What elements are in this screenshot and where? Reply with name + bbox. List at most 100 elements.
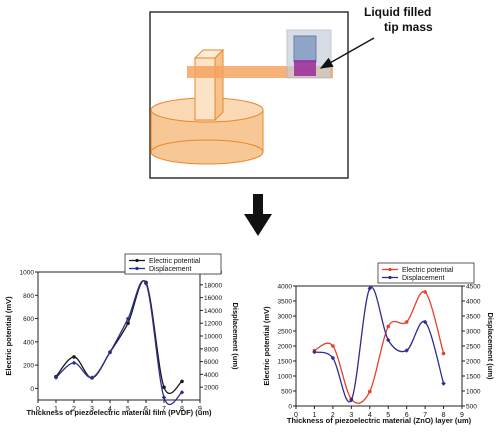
x-tick-label: 7 bbox=[423, 412, 427, 419]
y-tick-label: 400 bbox=[23, 339, 34, 346]
y-tick-label: 4000 bbox=[278, 284, 293, 291]
data-point bbox=[367, 389, 372, 394]
legend-label: Electric potential bbox=[149, 258, 201, 265]
y2-tick-label: 12000 bbox=[204, 321, 222, 328]
y-tick-label: 0 bbox=[30, 386, 34, 393]
legend-marker bbox=[388, 275, 392, 280]
y2-axis-title: Displacement (um) bbox=[231, 302, 240, 370]
y2-tick-label: 1500 bbox=[466, 374, 481, 381]
y2-tick-label: 14000 bbox=[204, 308, 222, 315]
y2-tick-label: 1000 bbox=[466, 389, 481, 396]
data-point bbox=[367, 286, 372, 291]
series-line-0 bbox=[55, 280, 183, 395]
x-tick-label: 9 bbox=[198, 406, 202, 413]
legend-label: Displacement bbox=[402, 275, 444, 282]
y2-tick-label: 2500 bbox=[466, 344, 481, 351]
y2-tick-label: 3500 bbox=[466, 314, 481, 321]
data-point bbox=[162, 385, 166, 390]
legend-label: Electric potential bbox=[402, 267, 454, 274]
y-tick-label: 2500 bbox=[278, 329, 293, 336]
x-tick-label: 4 bbox=[368, 412, 372, 419]
y-tick-label: 200 bbox=[23, 363, 34, 370]
legend-marker bbox=[135, 258, 139, 263]
x-tick-label: 8 bbox=[442, 412, 446, 419]
y-axis-title: Electric potential (mV) bbox=[4, 296, 13, 376]
y-tick-label: 2000 bbox=[278, 344, 293, 351]
data-point bbox=[330, 355, 336, 361]
y2-tick-label: 2000 bbox=[204, 385, 219, 392]
data-point bbox=[89, 375, 95, 380]
y2-tick-label: 3000 bbox=[466, 329, 481, 336]
x-tick-label: 6 bbox=[144, 406, 148, 413]
x-tick-label: 2 bbox=[331, 412, 335, 419]
x-tick-label: 1 bbox=[312, 412, 316, 419]
callout-line-1: Liquid filled bbox=[364, 5, 431, 19]
data-point bbox=[441, 351, 446, 356]
y2-tick-label: 10000 bbox=[204, 334, 222, 341]
data-point bbox=[179, 390, 185, 395]
y2-tick-label: 18000 bbox=[204, 282, 222, 289]
x-tick-label: 0 bbox=[294, 412, 298, 419]
x-tick-label: 1 bbox=[54, 406, 58, 413]
data-point bbox=[161, 395, 167, 400]
data-point bbox=[349, 397, 354, 403]
x-tick-label: 8 bbox=[180, 406, 184, 413]
x-axis-title: Thickness of piezoelectric material (ZnO… bbox=[287, 416, 472, 425]
y-tick-label: 0 bbox=[288, 404, 292, 411]
legend-box bbox=[124, 253, 222, 275]
y-tick-label: 1000 bbox=[20, 270, 35, 277]
data-point bbox=[386, 324, 391, 329]
callout-arrow bbox=[319, 37, 375, 69]
y2-tick-label: 500 bbox=[466, 404, 477, 411]
y2-tick-label: 4500 bbox=[466, 284, 481, 291]
data-point bbox=[72, 355, 76, 359]
y-tick-label: 3500 bbox=[278, 299, 293, 306]
x-axis-title: Thickness of piezoelectric material film… bbox=[26, 408, 212, 417]
y-tick-label: 1000 bbox=[278, 374, 293, 381]
x-tick-label: 3 bbox=[90, 406, 94, 413]
data-point bbox=[404, 348, 409, 353]
x-tick-label: 7 bbox=[162, 406, 166, 413]
y-tick-label: 1500 bbox=[278, 359, 293, 366]
data-point bbox=[107, 349, 113, 355]
x-tick-label: 4 bbox=[108, 406, 112, 413]
x-tick-label: 9 bbox=[460, 412, 464, 419]
data-point bbox=[312, 349, 317, 355]
x-tick-label: 2 bbox=[72, 406, 76, 413]
chart-pvdf: 0 1 2 3 4 5 6 7 8 9 0 200 400 600 800 1000 2000 4000 6000 8… bbox=[4, 253, 240, 417]
data-point bbox=[331, 344, 335, 348]
y2-tick-label: 16000 bbox=[204, 295, 222, 302]
series-line-1 bbox=[55, 280, 183, 406]
data-point bbox=[126, 321, 130, 326]
y2-axis-title: Displacement (um) bbox=[486, 312, 495, 380]
legend-marker bbox=[135, 266, 139, 271]
data-point bbox=[71, 360, 77, 366]
data-point bbox=[180, 379, 184, 384]
liquid-tip-mass-callout: Liquid filled tip mass bbox=[319, 5, 433, 69]
y-tick-label: 600 bbox=[23, 316, 34, 323]
x-tick-label: 3 bbox=[349, 412, 353, 419]
data-point bbox=[53, 375, 59, 380]
x-tick-label: 5 bbox=[126, 406, 130, 413]
x-tick-label: 6 bbox=[405, 412, 409, 419]
data-point bbox=[423, 290, 427, 294]
legend-marker bbox=[388, 267, 392, 272]
down-arrow bbox=[244, 194, 272, 236]
schematic-diagram: Liquid filled tip mass bbox=[149, 5, 433, 179]
y2-tick-label: 4000 bbox=[204, 372, 219, 379]
y2-tick-label: 6000 bbox=[204, 359, 219, 366]
y-tick-label: 500 bbox=[281, 389, 292, 396]
y2-tick-label: 8000 bbox=[204, 346, 219, 353]
tip-mass bbox=[286, 29, 332, 79]
support-post bbox=[193, 48, 225, 122]
y2-tick-label: 4000 bbox=[466, 299, 481, 306]
chart-zno: 0 1 2 3 4 5 6 7 8 9 0 500 1000 1500 2000 2500 3000 3500 40… bbox=[262, 262, 495, 425]
y2-tick-label: 2000 bbox=[466, 359, 481, 366]
y-tick-label: 800 bbox=[23, 293, 34, 300]
data-point bbox=[441, 381, 446, 386]
data-point bbox=[143, 281, 149, 286]
data-point bbox=[386, 337, 391, 343]
